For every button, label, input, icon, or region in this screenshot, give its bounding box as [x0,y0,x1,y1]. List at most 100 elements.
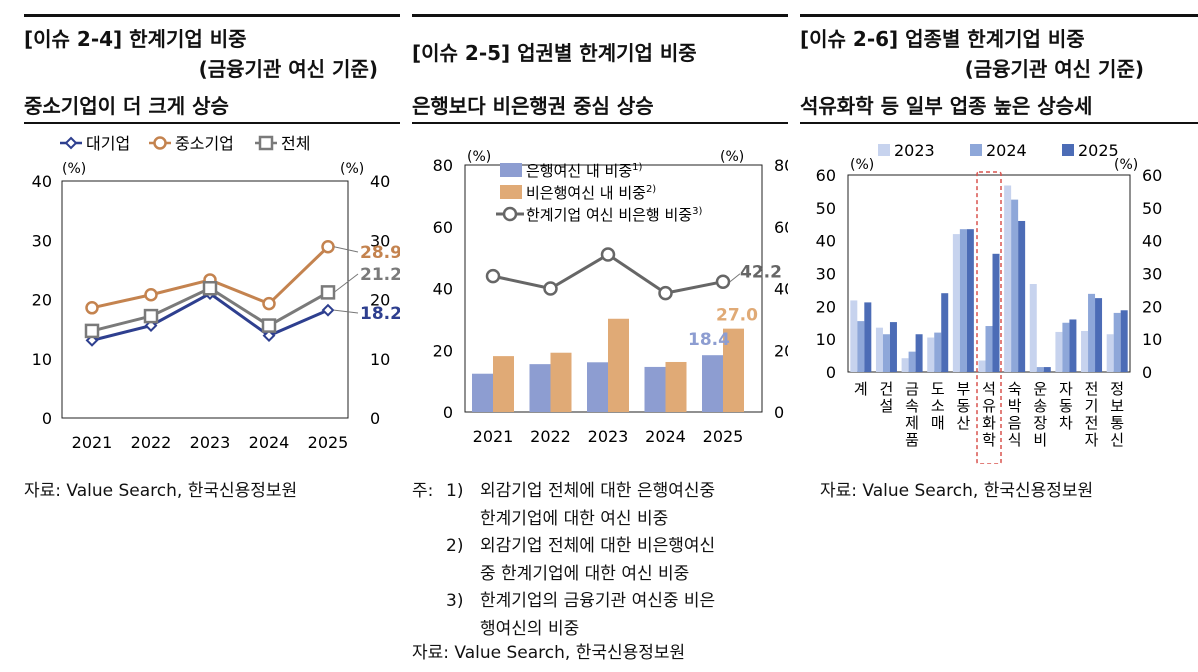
x-tick-label-char: 산 [956,414,970,432]
footnote-row: 2) 외감기업 전체에 대한 비은행여신 [412,533,715,561]
footnote-prefix [412,533,446,561]
x-tick-label-char: 장 [1033,414,1047,432]
legend-footnote-mark: 2) [646,184,656,195]
subtitle-rule [800,122,1198,124]
end-value-label: 18.2 [360,304,400,324]
x-tick-label-char: 유 [982,397,996,415]
bar [1004,185,1012,372]
bar [1120,310,1128,372]
bar [927,337,935,372]
legend-item: 한계기업 여신 비은행 비중3) [496,206,702,224]
legend-item: 비은행여신 내 비중2) [500,184,656,202]
x-tick-label-char: 음 [1008,414,1022,432]
data-point [143,308,159,324]
y-tick-label-left: 30 [32,231,52,250]
x-tick-label-char: 송 [1033,397,1047,415]
y-tick-label-left: 20 [433,341,453,360]
bar [985,326,993,372]
x-tick-label: 2023 [190,433,231,452]
y-tick-label-right: 60 [774,218,788,237]
bar [908,351,916,372]
y-unit-right: (%) [1114,157,1138,173]
y-tick-label-left: 0 [443,403,453,422]
legend-label: 2024 [986,141,1027,160]
x-tick-label: 2024 [645,427,686,446]
legend-item: 대기업 [60,134,130,153]
y-unit-left: (%) [850,157,874,173]
data-point [715,274,731,289]
bar [1069,319,1077,372]
bar [1011,199,1019,372]
y-tick-label-left: 0 [42,409,52,428]
y-unit-right: (%) [720,149,744,165]
x-tick-label-char: 정 [1110,380,1124,398]
y-tick-label-left: 10 [32,350,52,369]
y-tick-label-right: 50 [1142,199,1162,218]
bar [1106,334,1114,372]
bar [901,358,909,372]
footnote-text: 한계기업에 대한 여신 비중 [480,508,669,529]
y-unit-left: (%) [62,161,86,177]
subtitle-rule [24,122,400,124]
data-point [543,281,558,296]
panel-title: [이슈 2-5] 업권별 한계기업 비중 [412,41,697,65]
bar [702,355,723,412]
bar [1029,284,1037,372]
y-tick-label-left: 20 [32,291,52,310]
footnote-prefix [412,506,446,534]
x-tick-label-char: 자 [1085,431,1099,449]
footnote-text: 중 한계기업에 대한 여신 비중 [480,563,690,584]
x-tick-label-char: 전 [1085,414,1099,432]
legend-marker [258,135,274,151]
line-chart-by-firm-size: 0 0 10 10 20 20 30 30 40 40 (%) (%) 2021 2022 2023 2024… [32,134,400,452]
bar [915,334,923,372]
data-point [262,329,276,343]
footnote-text: 외감기업 전체에 대한 은행여신중 [480,481,716,501]
y-tick-label-right: 80 [774,156,788,175]
legend-label: 대기업 [86,134,130,153]
x-tick-label-char: 품 [905,431,919,449]
highlight-box [976,171,1002,464]
y-tick-label-left: 40 [32,172,52,191]
bar [550,352,572,412]
legend-label: 한계기업 여신 비은행 비중3) [526,206,702,224]
bar [1055,331,1063,372]
y-tick-label-right: 30 [1142,265,1162,284]
top-rule [412,14,788,17]
bar [1062,322,1070,372]
x-tick-label: 2025 [308,433,349,452]
y-tick-label-right: 10 [370,350,390,369]
x-tick-label-char: 비 [1033,431,1047,449]
end-value-label: 18.4 [688,330,730,350]
footnote-text: 한계기업의 금융기관 여신중 비은 [480,591,716,611]
x-tick-label: 2022 [530,427,571,446]
footnote-prefix [412,588,446,616]
x-tick-label: 2021 [473,427,514,446]
y-tick-label-right: 30 [370,231,390,250]
x-tick-label-char: 매 [931,414,945,432]
x-tick-label-char: 화 [982,414,996,432]
y-tick-label-left: 40 [816,232,836,251]
bar [941,293,949,372]
x-tick-label-char: 보 [1110,397,1124,415]
panel-subtitle: 중소기업이 더 크게 상승 [24,94,229,118]
y-tick-label-left: 0 [826,363,836,382]
data-point [202,280,218,296]
bar [978,360,986,372]
legend-marker [502,206,518,222]
legend-label: 은행여신 내 비중1) [526,162,643,180]
legend-item: 2024 [970,141,1027,160]
bar [934,332,942,372]
footnote-text: 행여신의 비중 [480,618,580,639]
bar [644,366,666,412]
x-tick-label: 2024 [249,433,290,452]
y-tick-label-left: 10 [816,330,836,349]
subtitle-rule [412,122,788,124]
legend-item: 전체 [255,134,310,153]
y-unit-left: (%) [467,149,491,165]
x-tick-label-char: 운 [1033,380,1047,398]
bar [875,327,883,372]
data-point [485,268,501,284]
bar [864,302,872,372]
y-tick-label-left: 80 [433,156,453,175]
